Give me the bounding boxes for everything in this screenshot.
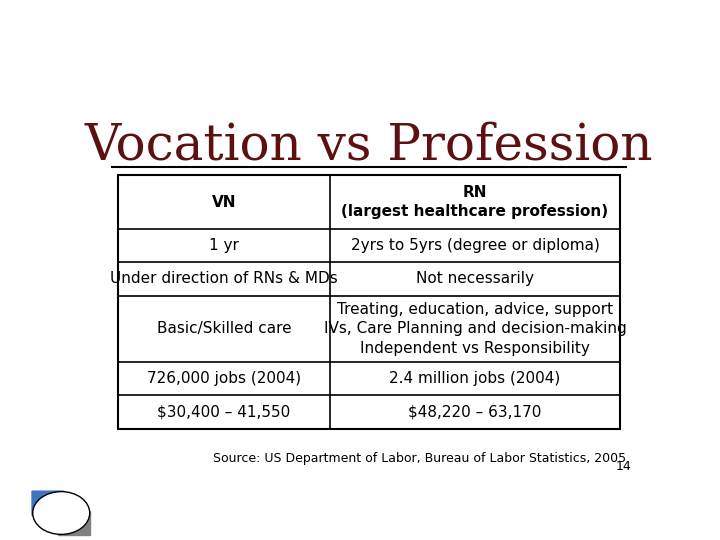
Polygon shape (58, 511, 91, 535)
Text: Source: US Department of Labor, Bureau of Labor Statistics, 2005: Source: US Department of Labor, Bureau o… (213, 453, 626, 465)
Text: VN: VN (212, 194, 236, 210)
Polygon shape (32, 491, 65, 515)
Text: Treating, education, advice, support
IVs, Care Planning and decision-making
Inde: Treating, education, advice, support IVs… (324, 301, 626, 356)
Text: Under direction of RNs & MDs: Under direction of RNs & MDs (110, 272, 338, 286)
Bar (118, 175, 620, 429)
Text: Vocation vs Profession: Vocation vs Profession (85, 121, 653, 171)
Text: $30,400 – 41,550: $30,400 – 41,550 (157, 404, 291, 420)
Text: 726,000 jobs (2004): 726,000 jobs (2004) (147, 371, 301, 386)
Text: 2yrs to 5yrs (degree or diploma): 2yrs to 5yrs (degree or diploma) (351, 238, 600, 253)
Text: Basic/Skilled care: Basic/Skilled care (157, 321, 291, 336)
Text: 2.4 million jobs (2004): 2.4 million jobs (2004) (390, 371, 561, 386)
Text: Not necessarily: Not necessarily (416, 272, 534, 286)
Circle shape (32, 491, 90, 535)
Text: $48,220 – 63,170: $48,220 – 63,170 (408, 404, 541, 420)
Text: RN
(largest healthcare profession): RN (largest healthcare profession) (341, 185, 608, 219)
Text: 14: 14 (616, 460, 631, 473)
Text: 1 yr: 1 yr (209, 238, 239, 253)
Circle shape (47, 502, 76, 524)
